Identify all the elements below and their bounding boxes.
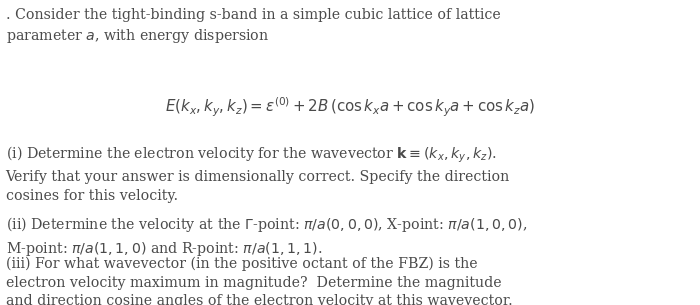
Text: . Consider the tight-binding s-band in a simple cubic lattice of lattice
paramet: . Consider the tight-binding s-band in a…	[6, 8, 500, 45]
Text: (ii) Determine the velocity at the $\Gamma$-point: $\pi/a(0, 0, 0)$, X-point: $\: (ii) Determine the velocity at the $\Gam…	[6, 215, 527, 258]
Text: $E(k_x, k_y, k_z) = \varepsilon^{(0)} + 2B\,(\cos k_x a + \cos k_y a + \cos k_z : $E(k_x, k_y, k_z) = \varepsilon^{(0)} + …	[164, 96, 536, 119]
Text: (iii) For what wavevector (in the positive octant of the FBZ) is the
electron ve: (iii) For what wavevector (in the positi…	[6, 256, 512, 305]
Text: (i) Determine the electron velocity for the wavevector $\mathbf{k} \equiv (k_x, : (i) Determine the electron velocity for …	[6, 145, 510, 203]
